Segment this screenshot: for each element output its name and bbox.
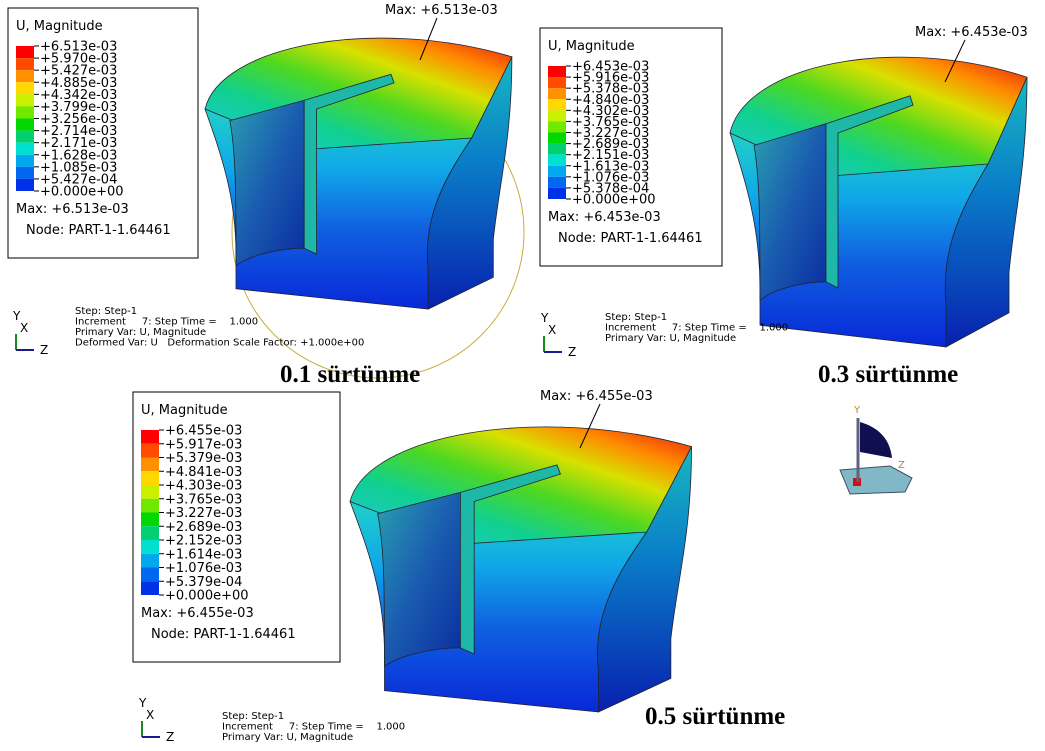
legend-max: Max: +6.455e-03: [141, 606, 254, 621]
legend-swatch: [141, 554, 159, 568]
legend-swatch: [141, 485, 159, 499]
legend-node: Node: PART-1-1.64461: [151, 627, 296, 642]
part-cutout: [378, 492, 461, 666]
legend-swatch: [548, 166, 566, 177]
triad-flag: [860, 422, 892, 458]
legend-swatch: [16, 119, 34, 131]
legend-value: +3.765e-03: [165, 492, 242, 507]
legend-swatch: [141, 458, 159, 472]
step-info: Deformed Var: U Deformation Scale Factor…: [75, 338, 364, 349]
legend-swatch: [548, 177, 566, 188]
step-info: Step: Step-1: [605, 312, 667, 323]
legend-title: U, Magnitude: [141, 403, 228, 418]
legend-swatch: [16, 155, 34, 167]
part-model: [350, 427, 692, 712]
triad-z: Z: [166, 730, 174, 744]
legend-swatch: [141, 513, 159, 527]
legend-swatch: [548, 110, 566, 121]
legend-swatch: [548, 188, 566, 199]
legend-swatch: [16, 82, 34, 94]
legend-swatch: [16, 131, 34, 143]
legend-swatch: [16, 179, 34, 191]
triad-z: Z: [898, 460, 905, 471]
max-callout: Max: +6.455e-03: [540, 389, 653, 404]
legend-value: +6.455e-03: [165, 424, 242, 439]
legend-value: +2.152e-03: [165, 534, 242, 549]
part-model: [205, 38, 512, 309]
legend-value: +4.841e-03: [165, 465, 242, 480]
step-info: Increment 7: Step Time = 1.000: [75, 317, 258, 328]
legend-swatch: [548, 77, 566, 88]
legend-swatch: [141, 430, 159, 444]
legend-value: +1.076e-03: [165, 561, 242, 576]
step-info: Increment 7: Step Time = 1.000: [605, 323, 788, 334]
legend-swatch: [548, 155, 566, 166]
legend-swatch: [16, 167, 34, 179]
legend-swatch: [16, 70, 34, 82]
legend-value: +4.303e-03: [165, 479, 242, 494]
result-panel: U, Magnitude+6.453e-03+5.916e-03+5.378e-…: [540, 25, 1028, 388]
legend-swatch: [141, 499, 159, 513]
legend-max: Max: +6.453e-03: [548, 210, 661, 225]
legend-swatch: [141, 568, 159, 582]
caption: 0.3 sürtünme: [818, 361, 958, 388]
legend-value: +0.000e+00: [572, 193, 656, 208]
part-cutout: [754, 124, 826, 301]
step-info: Primary Var: U, Magnitude: [75, 327, 206, 338]
legend-swatch: [548, 99, 566, 110]
legend-max: Max: +6.513e-03: [16, 202, 129, 217]
screenshot: U, Magnitude+6.513e-03+5.970e-03+5.427e-…: [0, 0, 1045, 751]
legend-value: +5.917e-03: [165, 437, 242, 452]
legend-swatch: [548, 66, 566, 77]
triad-x: X: [146, 708, 154, 722]
legend-value: +2.689e-03: [165, 520, 242, 535]
triad-z: Z: [40, 343, 48, 357]
legend-swatch: [16, 143, 34, 155]
legend-swatch: [141, 444, 159, 458]
view-triad-icon: YZ: [840, 405, 912, 494]
legend-node: Node: PART-1-1.64461: [558, 231, 703, 246]
legend-swatch: [548, 144, 566, 155]
caption: 0.5 sürtünme: [645, 703, 785, 730]
legend-swatch: [141, 540, 159, 554]
triad-x: X: [548, 323, 556, 337]
legend-swatch: [548, 88, 566, 99]
legend-swatch: [141, 581, 159, 595]
legend-swatch: [16, 106, 34, 118]
legend-swatch: [16, 94, 34, 106]
result-panel: U, Magnitude+6.455e-03+5.917e-03+5.379e-…: [133, 389, 785, 744]
legend-value: +0.000e+00: [165, 589, 249, 604]
legend-swatch: [16, 58, 34, 70]
part-model: [730, 57, 1027, 347]
legend-node: Node: PART-1-1.64461: [26, 223, 171, 238]
legend-value: +5.379e-03: [165, 451, 242, 466]
legend-title: U, Magnitude: [16, 19, 103, 34]
legend-value: +0.000e+00: [40, 185, 124, 200]
step-info: Step: Step-1: [75, 306, 137, 317]
part-cutout: [230, 100, 304, 265]
step-info: Primary Var: U, Magnitude: [222, 732, 353, 743]
caption: 0.1 sürtünme: [280, 361, 420, 388]
legend-swatch: [548, 133, 566, 144]
legend-swatch: [16, 46, 34, 58]
viewport: U, Magnitude+6.513e-03+5.970e-03+5.427e-…: [0, 0, 1045, 751]
step-info: Increment 7: Step Time = 1.000: [222, 722, 405, 733]
triad-z: Z: [568, 345, 576, 359]
legend-title: U, Magnitude: [548, 39, 635, 54]
step-info: Step: Step-1: [222, 711, 284, 722]
legend-value: +5.379e-04: [165, 575, 242, 590]
legend-swatch: [141, 471, 159, 485]
max-callout: Max: +6.453e-03: [915, 25, 1028, 40]
legend-value: +1.614e-03: [165, 547, 242, 562]
max-callout: Max: +6.513e-03: [385, 3, 498, 18]
legend-swatch: [141, 526, 159, 540]
triad-x: X: [20, 321, 28, 335]
legend-value: +3.227e-03: [165, 506, 242, 521]
legend-swatch: [548, 121, 566, 132]
triad-y: Y: [853, 405, 861, 416]
step-info: Primary Var: U, Magnitude: [605, 333, 736, 344]
result-panel: U, Magnitude+6.513e-03+5.970e-03+5.427e-…: [8, 3, 524, 388]
